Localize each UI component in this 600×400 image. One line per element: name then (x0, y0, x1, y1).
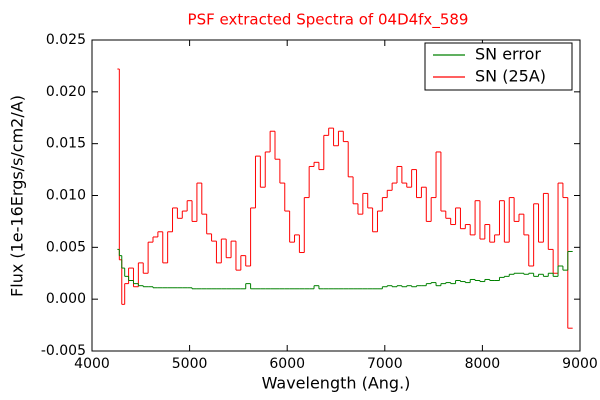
x-axis-label: Wavelength (Ang.) (262, 374, 411, 393)
x-tick-label: 6000 (269, 356, 305, 372)
x-tick-label: 4000 (74, 356, 110, 372)
x-tick-label: 7000 (367, 356, 403, 372)
legend-label: SN (25A) (475, 67, 546, 86)
y-tick-label: 0.005 (46, 239, 86, 255)
legend-label: SN error (475, 45, 541, 64)
x-tick-label: 8000 (465, 356, 501, 372)
y-tick-label: 0.020 (46, 84, 86, 100)
y-tick-label: -0.005 (41, 343, 86, 359)
y-tick-label: 0.000 (46, 291, 86, 307)
plot-frame (91, 39, 581, 352)
x-tick-label: 5000 (172, 356, 208, 372)
y-axis-label: Flux (1e-16Ergs/s/cm2/A) (8, 95, 27, 297)
y-tick-label: 0.015 (46, 136, 86, 152)
legend-box (424, 42, 573, 91)
x-tick-label: 9000 (562, 356, 598, 372)
y-tick-label: 0.010 (46, 188, 86, 204)
chart-title: PSF extracted Spectra of 04D4fx_589 (188, 11, 469, 30)
y-tick-label: 0.025 (46, 32, 86, 48)
